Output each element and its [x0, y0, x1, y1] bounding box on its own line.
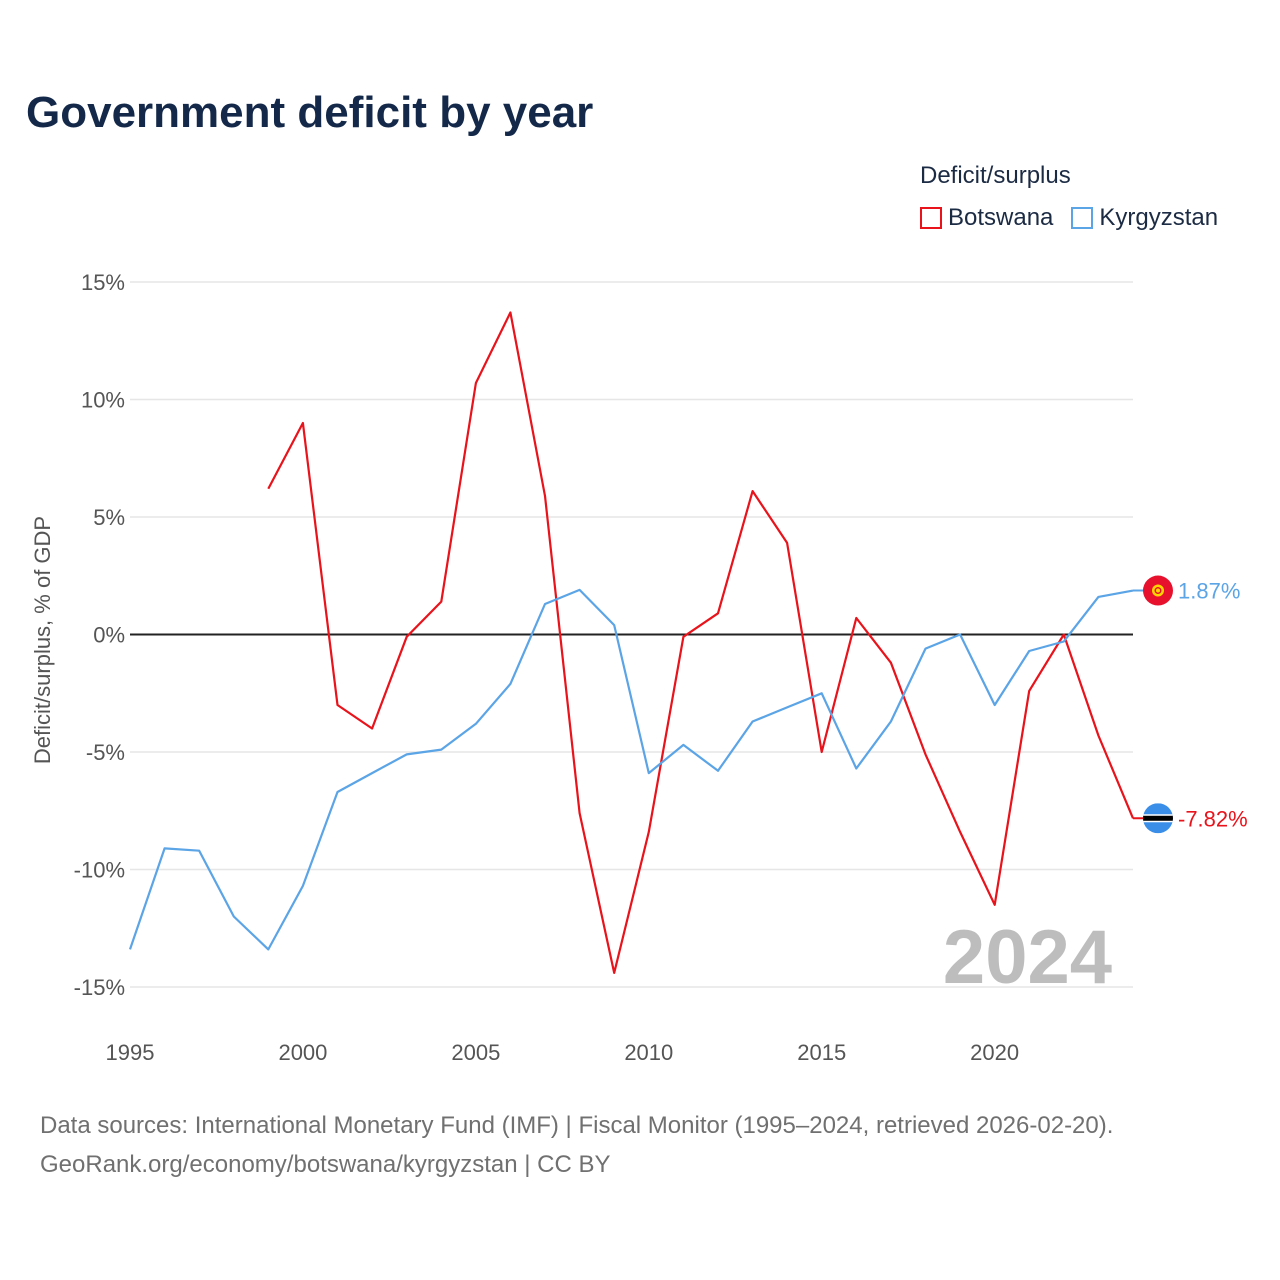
- x-tick-label: 2000: [278, 1040, 327, 1065]
- x-tick-label: 2015: [797, 1040, 846, 1065]
- x-tick-label: 2020: [970, 1040, 1019, 1065]
- y-tick-label: -15%: [74, 975, 125, 1000]
- end-markers: -7.82% 1.87%: [1133, 575, 1248, 834]
- sources-line-1: Data sources: International Monetary Fun…: [40, 1112, 1114, 1139]
- legend-swatch-kyrgyzstan: [1071, 207, 1094, 229]
- series-line-kyrgyzstan[interactable]: [128, 588, 1134, 951]
- chart-title: Government deficit by year: [26, 88, 594, 137]
- y-tick-label: 10%: [81, 388, 125, 413]
- legend-item-botswana[interactable]: Botswana: [920, 204, 1053, 232]
- data-sources: Data sources: International Monetary Fun…: [40, 1106, 1113, 1184]
- legend-label-botswana: Botswana: [948, 204, 1054, 231]
- legend: Botswana Kyrgyzstan: [920, 204, 1218, 232]
- end-value-label-botswana: -7.82%: [1178, 806, 1248, 831]
- legend-swatch-botswana: [920, 207, 942, 229]
- botswana-flag-icon: [1143, 803, 1173, 834]
- legend-item-kyrgyzstan[interactable]: Kyrgyzstan: [1071, 204, 1218, 232]
- series-lines: [128, 311, 1135, 974]
- legend-label-kyrgyzstan: Kyrgyzstan: [1099, 204, 1219, 231]
- y-tick-label: -5%: [86, 740, 125, 765]
- x-tick-label: 2005: [451, 1040, 500, 1065]
- end-value-label-kyrgyzstan: 1.87%: [1178, 579, 1240, 604]
- series-line-botswana[interactable]: [267, 311, 1135, 974]
- kyrgyzstan-flag-icon: [1143, 575, 1173, 606]
- y-axis-title: Deficit/surplus, % of GDP: [30, 516, 55, 764]
- x-axis-ticks: 1995 2000 2005 2010 2015 2020: [106, 1040, 1020, 1065]
- x-tick-label: 2010: [624, 1040, 673, 1065]
- year-watermark: 2024: [943, 915, 1112, 1000]
- y-axis-ticks: 15% 10% 5% 0% -5% -10% -15%: [74, 270, 125, 1000]
- sources-line-2[interactable]: GeoRank.org/economy/botswana/kyrgyzstan …: [40, 1151, 611, 1178]
- x-tick-label: 1995: [106, 1040, 155, 1065]
- y-tick-label: -10%: [74, 858, 125, 883]
- y-tick-label: 0%: [93, 623, 125, 648]
- y-tick-label: 15%: [81, 270, 125, 295]
- grid-lines: [130, 281, 1133, 988]
- y-tick-label: 5%: [93, 505, 125, 530]
- legend-title: Deficit/surplus: [920, 162, 1071, 189]
